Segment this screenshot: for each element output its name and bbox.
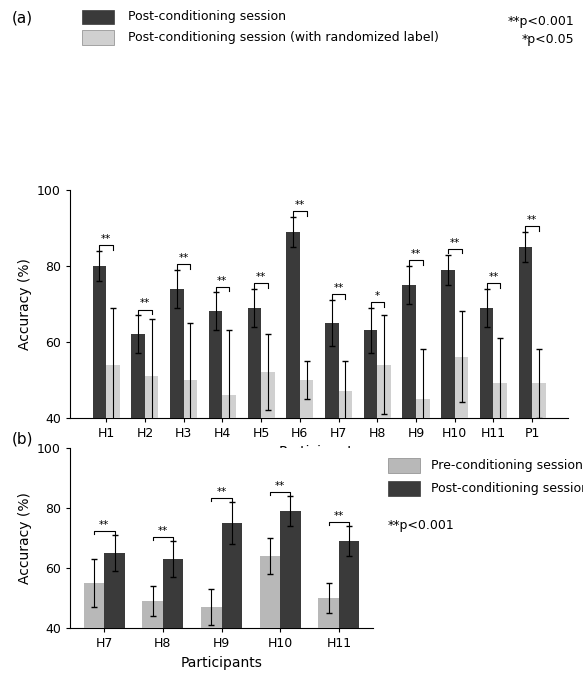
Bar xyxy=(493,384,507,569)
Bar xyxy=(364,331,377,569)
Bar xyxy=(416,399,430,569)
Y-axis label: Accuracy (%): Accuracy (%) xyxy=(17,258,31,350)
X-axis label: Participants: Participants xyxy=(181,656,262,669)
Text: (b): (b) xyxy=(12,431,33,446)
Text: **: ** xyxy=(256,272,266,282)
Bar xyxy=(145,376,159,569)
Bar xyxy=(222,523,242,679)
Bar xyxy=(84,583,104,679)
Text: Post-conditioning session: Post-conditioning session xyxy=(128,10,286,24)
Bar xyxy=(441,270,455,569)
Bar xyxy=(131,334,145,569)
Text: **: ** xyxy=(158,526,168,536)
Bar xyxy=(532,384,546,569)
Y-axis label: Accuracy (%): Accuracy (%) xyxy=(17,492,31,584)
Bar xyxy=(201,607,222,679)
Bar xyxy=(402,285,416,569)
Bar xyxy=(455,357,468,569)
Text: **: ** xyxy=(217,276,227,286)
Bar xyxy=(519,247,532,569)
Bar xyxy=(184,380,197,569)
Text: **: ** xyxy=(275,481,285,491)
Bar xyxy=(300,380,314,569)
Bar xyxy=(259,556,280,679)
Bar xyxy=(339,541,359,679)
Text: Post-conditioning session (with randomized label): Post-conditioning session (with randomiz… xyxy=(128,31,439,44)
Text: **: ** xyxy=(178,253,189,263)
Text: **: ** xyxy=(333,511,344,521)
Text: **: ** xyxy=(99,519,110,530)
Bar xyxy=(480,308,493,569)
Bar xyxy=(163,559,184,679)
Bar xyxy=(222,394,236,569)
Bar xyxy=(93,266,106,569)
Text: **: ** xyxy=(411,249,421,259)
Bar xyxy=(142,601,163,679)
Bar xyxy=(170,289,184,569)
Text: *: * xyxy=(375,291,380,301)
Text: **: ** xyxy=(294,200,305,210)
Text: Post-conditioning session: Post-conditioning session xyxy=(431,482,583,496)
Text: Pre-conditioning session: Pre-conditioning session xyxy=(431,458,583,472)
Text: **: ** xyxy=(449,238,460,248)
Bar xyxy=(261,372,275,569)
Bar xyxy=(106,365,120,569)
Text: **p<0.001: **p<0.001 xyxy=(388,519,454,532)
Text: **: ** xyxy=(333,283,344,293)
Bar xyxy=(318,598,339,679)
Bar xyxy=(286,232,300,569)
Text: *p<0.05: *p<0.05 xyxy=(522,33,574,45)
Text: **: ** xyxy=(101,234,111,244)
Text: **: ** xyxy=(527,215,538,225)
X-axis label: Participants: Participants xyxy=(278,445,360,459)
Bar xyxy=(104,553,125,679)
Bar xyxy=(209,312,222,569)
Bar xyxy=(280,511,301,679)
Bar xyxy=(248,308,261,569)
Text: (a): (a) xyxy=(12,10,33,25)
Bar xyxy=(339,391,352,569)
Bar xyxy=(325,323,339,569)
Text: **p<0.001: **p<0.001 xyxy=(508,15,574,28)
Text: **: ** xyxy=(216,487,227,497)
Text: **: ** xyxy=(489,272,498,282)
Bar xyxy=(377,365,391,569)
Text: **: ** xyxy=(140,298,150,308)
